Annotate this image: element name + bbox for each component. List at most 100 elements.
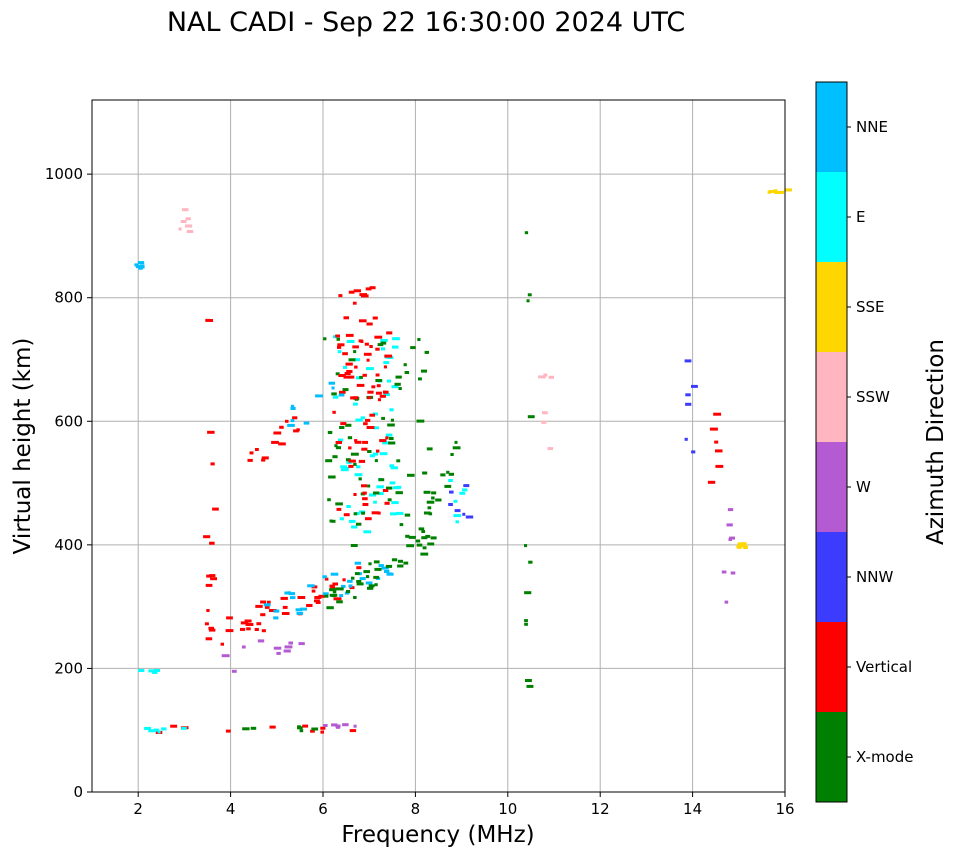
echo-point <box>390 512 397 516</box>
echo-point <box>329 588 337 592</box>
echo-point <box>353 462 357 466</box>
echo-point <box>353 512 358 516</box>
echo-point <box>362 491 367 495</box>
echo-point <box>185 217 191 221</box>
echo-point <box>255 604 263 608</box>
echo-point <box>331 723 338 727</box>
colorbar-frame <box>815 81 848 803</box>
echo-point <box>373 491 380 495</box>
echo-point <box>360 416 366 420</box>
echo-point <box>339 390 346 394</box>
echo-point <box>354 397 359 401</box>
colorbar-swatch <box>816 622 847 712</box>
echo-point <box>296 428 300 432</box>
echo-point <box>462 488 468 492</box>
colorbar-swatch <box>816 82 847 172</box>
echo-point <box>345 333 354 337</box>
echo-point <box>389 464 395 468</box>
echo-point <box>295 608 303 612</box>
echo-point <box>328 381 335 385</box>
echo-point <box>395 375 402 379</box>
echo-point <box>343 316 349 320</box>
echo-point <box>332 410 336 414</box>
echo-point <box>391 501 399 505</box>
echo-point <box>367 586 374 590</box>
echo-point <box>290 419 295 423</box>
echo-point <box>454 440 458 444</box>
echo-point <box>369 454 375 458</box>
echo-point <box>377 511 381 515</box>
echo-point <box>381 416 385 420</box>
echo-point <box>365 581 373 585</box>
echo-point <box>225 729 231 733</box>
echo-point <box>417 338 421 341</box>
echo-point <box>363 422 368 426</box>
echo-point <box>524 591 532 595</box>
colorbar-swatch <box>816 352 847 442</box>
column-14-4-vertical <box>707 412 724 484</box>
echo-point <box>273 646 282 650</box>
echo-point <box>395 491 403 495</box>
echo-point <box>254 628 259 631</box>
echo-point <box>186 230 194 233</box>
echo-point <box>247 458 253 462</box>
echo-point <box>342 352 348 356</box>
echo-point <box>524 231 529 235</box>
echo-point <box>397 564 404 568</box>
echo-point <box>452 446 461 450</box>
echo-point <box>344 372 351 375</box>
echo-point <box>344 591 350 595</box>
echo-point <box>355 376 362 380</box>
echo-point <box>148 729 156 733</box>
echo-point <box>418 527 425 531</box>
echo-point <box>297 596 306 599</box>
colorbar-swatch <box>816 442 847 532</box>
echo-point <box>250 726 257 730</box>
echo-point <box>375 347 380 351</box>
echo-point <box>335 446 341 450</box>
second-hop-vertical <box>247 416 300 462</box>
echo-point <box>339 517 344 521</box>
echo-point <box>278 442 286 446</box>
echo-point <box>339 594 344 598</box>
echo-point <box>181 726 187 730</box>
echo-point <box>424 350 429 354</box>
echo-point <box>431 491 437 495</box>
echo-point <box>337 345 342 349</box>
echo-point <box>206 574 212 578</box>
echo-point <box>352 301 357 305</box>
echo-point <box>374 583 378 587</box>
echo-point <box>207 430 215 434</box>
echo-point <box>280 596 288 600</box>
echo-point <box>386 572 394 576</box>
column-10-4-xmode <box>524 231 535 688</box>
echo-point <box>383 393 390 397</box>
echo-point <box>358 572 362 576</box>
echo-point <box>354 561 361 565</box>
sse-top-right <box>767 188 792 194</box>
echo-point <box>371 385 376 389</box>
echo-point <box>208 626 214 630</box>
echo-point <box>446 470 450 474</box>
echo-point <box>372 316 378 320</box>
echo-point <box>311 727 319 731</box>
echo-point <box>359 319 367 323</box>
echo-point <box>416 419 425 423</box>
echo-point <box>396 459 401 463</box>
echo-point <box>212 507 219 511</box>
echo-point <box>281 612 290 615</box>
echo-point <box>391 385 399 389</box>
echo-point <box>288 592 295 596</box>
echo-point <box>335 441 342 444</box>
echo-point <box>359 375 363 379</box>
echo-point <box>390 418 394 422</box>
echo-point <box>290 596 296 600</box>
echo-point <box>340 422 347 426</box>
echo-point <box>310 729 315 733</box>
echo-point <box>365 575 370 579</box>
echo-point <box>528 560 533 564</box>
echo-point <box>353 402 358 406</box>
echo-point <box>380 341 387 345</box>
echo-point <box>455 520 459 524</box>
